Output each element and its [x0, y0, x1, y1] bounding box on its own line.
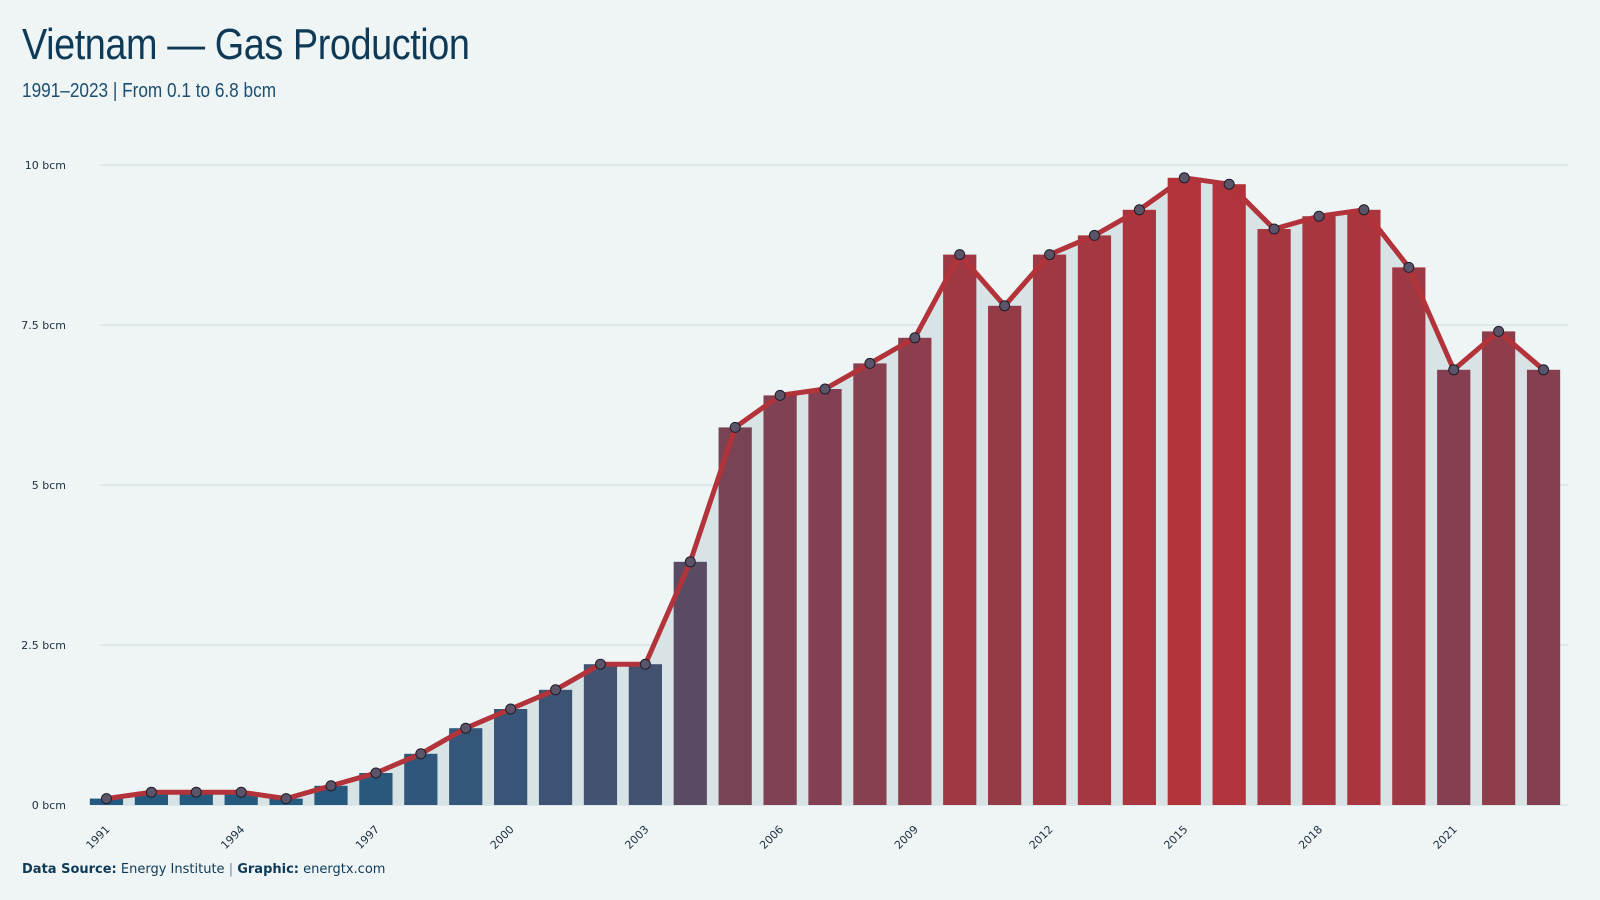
chart-subtitle: 1991–2023 | From 0.1 to 6.8 bcm [22, 80, 277, 102]
bar-2008 [853, 363, 887, 805]
point-2003 [639, 658, 651, 670]
point-2014 [1133, 204, 1145, 216]
y-tick-label: 5 bcm [32, 479, 66, 492]
y-tick-label: 7.5 bcm [21, 319, 66, 332]
point-2000 [505, 703, 517, 715]
point-2004 [684, 556, 696, 568]
point-1999 [460, 722, 472, 734]
x-axis-tick-labels: 1991 1994 1997 2000 2003 2006 2009 2012 2015 2018… [84, 823, 1460, 852]
bar-2015 [1167, 177, 1201, 806]
point-2012 [1044, 249, 1056, 261]
bar-1999 [449, 728, 483, 805]
bar-2018 [1302, 216, 1336, 805]
point-2018 [1313, 210, 1325, 222]
bar-2023 [1526, 369, 1561, 805]
bar-2007 [808, 389, 842, 805]
point-1998 [415, 748, 427, 760]
bar-2005 [718, 427, 752, 805]
point-1997 [370, 767, 382, 779]
point-1992 [145, 786, 157, 798]
x-tick-label: 2012 [1027, 823, 1056, 852]
point-2002 [594, 658, 606, 670]
bar-2019 [1347, 209, 1381, 806]
point-1991 [100, 793, 112, 805]
x-tick-label: 2009 [892, 823, 921, 852]
x-tick-label: 2021 [1431, 823, 1460, 852]
bar-2006 [763, 395, 797, 805]
point-2023 [1538, 364, 1550, 376]
bar-2021 [1437, 369, 1471, 805]
bar-1998 [404, 753, 438, 805]
x-tick-label: 2003 [622, 823, 651, 852]
bar-2022 [1482, 331, 1516, 805]
source-value: Energy Institute [120, 862, 225, 877]
x-tick-label: 2000 [488, 823, 517, 852]
point-2005 [729, 421, 741, 433]
bar-2009 [898, 337, 932, 805]
point-2006 [774, 389, 786, 401]
point-1993 [190, 786, 202, 798]
bar-2016 [1212, 184, 1246, 805]
point-2015 [1178, 172, 1190, 184]
point-2021 [1448, 364, 1460, 376]
point-2017 [1268, 223, 1280, 235]
point-2022 [1493, 325, 1505, 337]
graphic-value: energtx.com [303, 862, 386, 877]
point-2010 [954, 249, 966, 261]
bar-2010 [943, 254, 977, 806]
bar-2011 [988, 305, 1022, 805]
x-tick-label: 1994 [218, 823, 247, 852]
x-tick-label: 2015 [1161, 823, 1190, 852]
graphic-label: Graphic: [237, 862, 299, 877]
y-tick-label: 0 bcm [32, 799, 66, 812]
footer-separator: | [228, 862, 234, 877]
bar-2003 [628, 664, 662, 805]
point-2019 [1358, 204, 1370, 216]
y-tick-label: 10 bcm [25, 159, 66, 172]
bar-2000 [494, 709, 528, 805]
point-2001 [550, 684, 562, 696]
y-tick-label: 2.5 bcm [21, 639, 66, 652]
x-tick-label: 2006 [757, 823, 786, 852]
bar-2004 [673, 561, 707, 805]
y-axis-tick-labels: 0 bcm 2.5 bcm 5 bcm 7.5 bcm 10 bcm [21, 159, 66, 812]
bar-2001 [538, 689, 573, 805]
bar-2014 [1122, 209, 1156, 806]
point-2011 [999, 300, 1011, 312]
point-2008 [864, 357, 876, 369]
point-1995 [280, 793, 292, 805]
bar-2020 [1392, 267, 1426, 805]
point-1994 [235, 786, 247, 798]
chart-title: Vietnam — Gas Production [22, 20, 470, 69]
bar-2013 [1077, 235, 1112, 805]
bar-2002 [583, 664, 618, 805]
point-2016 [1223, 178, 1235, 190]
bars [89, 177, 1561, 806]
bar-2012 [1032, 254, 1067, 806]
footer: Data Source: Energy Institute | Graphic:… [22, 862, 385, 877]
point-1996 [325, 780, 337, 792]
x-tick-label: 1997 [353, 823, 382, 852]
point-2013 [1088, 229, 1100, 241]
bar-1993 [179, 792, 213, 805]
series-points [100, 172, 1550, 805]
x-tick-label: 2018 [1296, 823, 1325, 852]
x-tick-label: 1991 [84, 823, 113, 852]
bar-2017 [1257, 229, 1291, 805]
point-2007 [819, 383, 831, 395]
point-2020 [1403, 261, 1415, 273]
point-2009 [909, 332, 921, 344]
source-label: Data Source: [22, 862, 117, 877]
